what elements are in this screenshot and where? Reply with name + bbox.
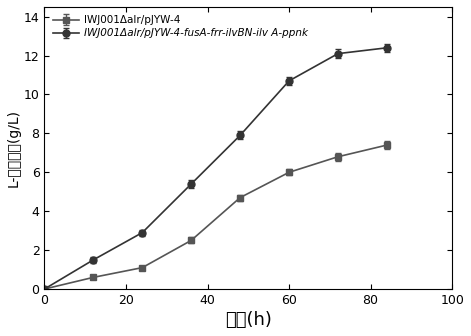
X-axis label: 时间(h): 时间(h) xyxy=(225,311,272,329)
Legend: IWJ001Δalr/pJYW-4, IWJ001Δalr/pJYW-4-fusA-frr-ilvBN-ilv A-ppnk: IWJ001Δalr/pJYW-4, IWJ001Δalr/pJYW-4-fus… xyxy=(49,12,311,42)
Y-axis label: L-异亮氨酸(g/L): L-异亮氨酸(g/L) xyxy=(7,109,21,187)
